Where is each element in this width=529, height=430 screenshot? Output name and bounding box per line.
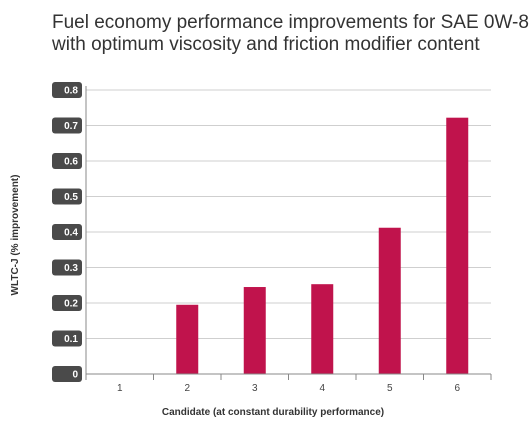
- y-axis-label: WLTC-J (% improvement): [10, 175, 21, 296]
- y-tick: 0.1: [52, 330, 82, 347]
- y-tick: 0.8: [52, 82, 82, 98]
- y-tick: 0.5: [52, 188, 82, 205]
- y-tick: 0.3: [52, 259, 82, 276]
- y-tick: 0.4: [52, 224, 82, 240]
- y-tick-badge: [52, 153, 82, 169]
- y-tick-label: 0.7: [64, 121, 78, 132]
- bar-candidate-4: [311, 284, 334, 374]
- x-axis-label: Candidate (at constant durability perfor…: [162, 407, 384, 418]
- x-tick-label: 4: [319, 383, 325, 394]
- x-tick-label: 5: [387, 383, 393, 394]
- y-tick-label: 0.4: [64, 228, 78, 239]
- y-tick: 0.6: [52, 153, 82, 169]
- y-tick-badge: [52, 295, 82, 311]
- y-tick-badge: [52, 188, 82, 205]
- chart-title-line-1: Fuel economy performance improvements fo…: [52, 12, 529, 33]
- y-tick-badge: [52, 259, 82, 276]
- chart-title-line-2: with optimum viscosity and friction modi…: [52, 34, 480, 55]
- y-tick-labels: 0 0.1 0.2 0.3 0.4 0.5 0.6 0.7 0.8: [52, 82, 82, 382]
- bar-candidate-3: [243, 287, 266, 374]
- bar-candidate-5: [378, 227, 401, 374]
- bar-candidate-6: [446, 117, 469, 374]
- grid-lines: [86, 89, 491, 339]
- y-tick-label: 0.3: [64, 263, 78, 274]
- y-tick: 0.2: [52, 295, 82, 311]
- y-tick-label: 0.2: [64, 299, 78, 310]
- bars: [176, 117, 469, 374]
- bar-candidate-2: [176, 304, 199, 374]
- y-tick-label: 0: [72, 370, 78, 381]
- x-tick-label: 3: [252, 383, 258, 394]
- y-tick-badge: [52, 366, 82, 382]
- y-tick-label: 0.8: [64, 86, 78, 97]
- y-tick-badge: [52, 82, 82, 98]
- chart-title: Fuel economy performance improvements fo…: [52, 12, 529, 56]
- axes: [85, 86, 492, 380]
- x-tick-labels: 1 2 3 4 5 6: [117, 383, 461, 394]
- y-tick-badge: [52, 117, 82, 134]
- x-tick-label: 2: [184, 383, 190, 394]
- y-tick: 0.7: [52, 117, 82, 134]
- y-tick-label: 0.5: [64, 192, 78, 203]
- x-tick-label: 1: [117, 383, 123, 394]
- y-tick-label: 0.6: [64, 157, 78, 168]
- y-tick: 0: [52, 366, 82, 382]
- x-tick-label: 6: [454, 383, 460, 394]
- y-tick-badge: [52, 224, 82, 240]
- y-tick-label: 0.1: [64, 334, 78, 345]
- y-tick-badge: [52, 330, 82, 347]
